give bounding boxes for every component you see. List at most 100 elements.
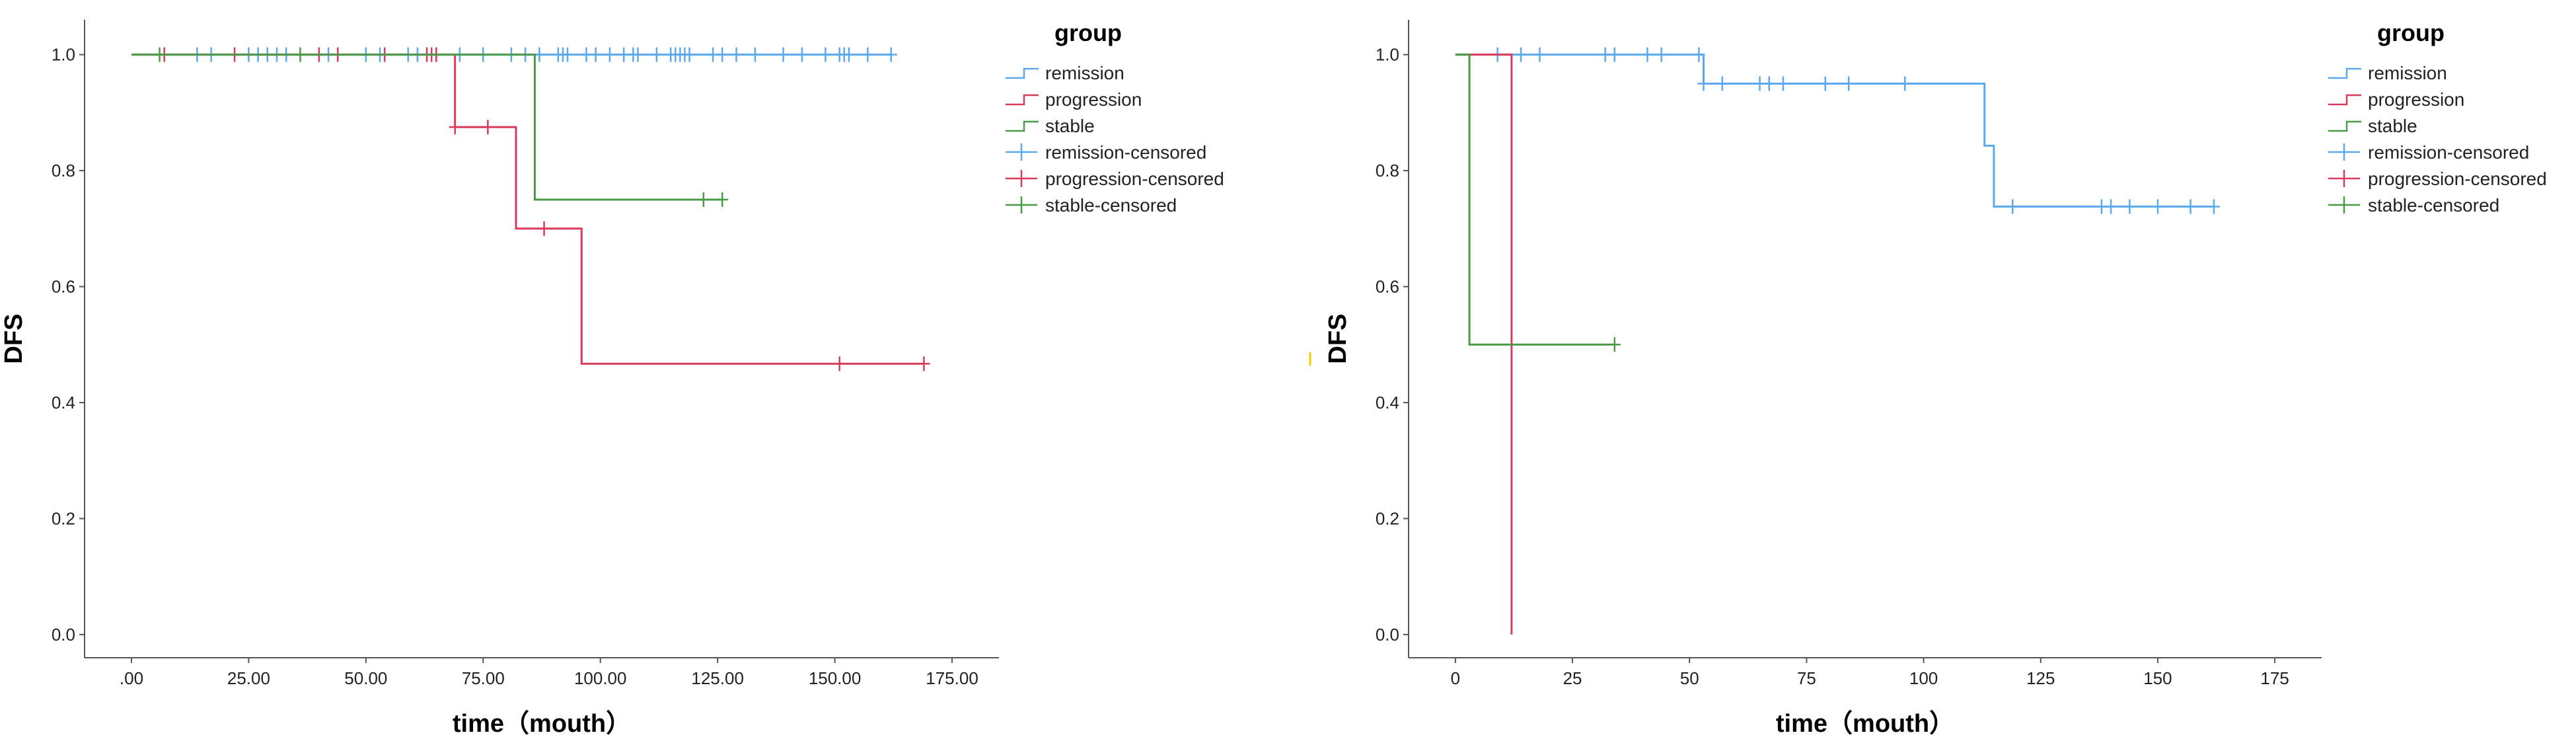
km-curve-stable — [131, 54, 723, 201]
km-curve-remission — [1455, 54, 2214, 208]
x-tick-label: 100.00 — [574, 668, 627, 688]
x-tick-label: 100 — [1909, 668, 1938, 688]
y-tick-label: 0.2 — [1376, 508, 1399, 528]
x-tick-label: 125.00 — [691, 668, 744, 688]
censor-mark-stable — [153, 47, 166, 62]
censor-mark-remission — [1515, 47, 1527, 62]
y-tick-label: 0.2 — [52, 508, 75, 528]
km-curve-progression — [1455, 54, 1513, 635]
censor-mark-remission — [2207, 199, 2220, 214]
censor-mark-remission — [683, 47, 696, 62]
censor-mark-remission — [819, 47, 832, 62]
legend-swatch-stable — [1006, 120, 1039, 132]
censor-mark-remission — [1641, 47, 1654, 62]
censor-mark-remission — [842, 47, 855, 62]
censor-mark-remission — [632, 47, 644, 62]
legend-label: stable — [1045, 116, 1095, 136]
legend-label: stable — [2368, 116, 2417, 136]
censor-mark-progression — [482, 120, 494, 135]
censor-mark-remission — [1655, 47, 1668, 62]
y-tick-label: 0.6 — [52, 277, 75, 297]
legend-swatch-remission — [1006, 67, 1039, 79]
censor-mark-remission — [1843, 76, 1855, 91]
legend-swatch-progression-censored — [1006, 170, 1037, 187]
y-tick-label: 0.0 — [1376, 625, 1399, 645]
x-axis-title: time（mouth） — [1776, 710, 1954, 738]
chart-panel-right: 0.0 0.2 0.4 0.6 0.8 1.0 0 25 50 75 100 125 150 175 tim… — [1324, 19, 2547, 738]
censor-mark-remission — [795, 47, 808, 62]
censor-mark-progression — [449, 120, 461, 135]
x-tick-label: 175.00 — [926, 668, 978, 688]
censor-mark-remission — [1697, 76, 1710, 91]
x-tick-label: 25.00 — [227, 668, 270, 688]
legend-swatch-remission-censored — [2328, 143, 2360, 161]
km-curve-progression — [131, 54, 924, 365]
censor-mark-remission — [1716, 76, 1728, 91]
x-tick-label: 50 — [1680, 668, 1699, 688]
x-tick-label: 0 — [1451, 668, 1460, 688]
legend-label: remission-censored — [1045, 142, 1206, 163]
legend-label: progression-censored — [2368, 169, 2547, 189]
legend-swatch-stable — [2328, 120, 2361, 132]
censor-mark-remission — [1608, 47, 1621, 62]
y-axis-title: DFS — [0, 314, 28, 364]
legend-label: remission-censored — [2368, 142, 2529, 163]
censor-mark-progression — [833, 356, 846, 372]
x-tick-label: 25 — [1563, 668, 1582, 688]
y-tick-label: 1.0 — [1376, 45, 1399, 65]
legend-title: group — [1054, 19, 1122, 46]
censor-mark-remission — [1777, 76, 1789, 91]
censor-mark-remission — [589, 47, 602, 62]
censor-mark-remission — [2123, 199, 2136, 214]
y-tick-label: 1.0 — [52, 45, 75, 65]
x-tick-label: 175 — [2260, 668, 2289, 688]
x-tick-label: 150.00 — [809, 668, 862, 688]
x-axis-title: time（mouth） — [453, 710, 631, 738]
legend-swatch-stable-censored — [2328, 196, 2360, 214]
legend-swatch-remission-censored — [1006, 143, 1037, 161]
chart-panel-left: 0.0 0.2 0.4 0.6 0.8 1.0 .00 25.00 50.00 75.00 100.… — [0, 19, 1224, 738]
legend-swatch-progression-censored — [2328, 170, 2360, 187]
x-tick-label: .00 — [120, 668, 143, 688]
y-axis-title: DFS — [1324, 314, 1352, 364]
legend-label: remission — [1045, 63, 1124, 83]
y-tick-label: 0.4 — [52, 393, 75, 412]
km-curve-stable — [1455, 54, 1615, 346]
y-tick-label: 0.8 — [1376, 161, 1399, 180]
y-tick-label: 0.4 — [1376, 393, 1399, 412]
legend-swatch-stable-censored — [1006, 196, 1037, 214]
legend-label: progression — [1045, 89, 1142, 110]
censor-mark-stable — [697, 192, 710, 207]
censor-mark-remission — [2151, 199, 2164, 214]
censor-mark-remission — [749, 47, 761, 62]
censor-mark-remission — [862, 47, 874, 62]
legend-swatch-remission — [2328, 67, 2361, 79]
censor-mark-remission — [2184, 199, 2197, 214]
y-tick-label: 0.8 — [52, 161, 75, 180]
censor-mark-remission — [1763, 76, 1775, 91]
censor-mark-progression — [918, 356, 930, 372]
x-tick-label: 75.00 — [462, 668, 505, 688]
censor-mark-progression — [538, 221, 550, 236]
censor-mark-remission — [650, 47, 663, 62]
x-tick-label: 125 — [2026, 668, 2055, 688]
legend-label: stable-censored — [1045, 195, 1177, 216]
legend-swatch-progression — [1006, 94, 1039, 106]
legend-swatch-progression — [2328, 94, 2361, 106]
censor-mark-remission — [562, 47, 574, 62]
censor-mark-remission — [2006, 199, 2019, 214]
censor-mark-remission — [730, 47, 743, 62]
y-tick-label: 0.6 — [1376, 277, 1399, 297]
censor-mark-remission — [885, 47, 897, 62]
legend-label: progression-censored — [1045, 169, 1224, 189]
x-tick-label: 75 — [1797, 668, 1816, 688]
censor-mark-remission — [2105, 199, 2117, 214]
x-tick-label: 50.00 — [344, 668, 387, 688]
censor-mark-remission — [1819, 76, 1831, 91]
legend-title: group — [2377, 19, 2445, 46]
legend-label: remission — [2368, 63, 2447, 83]
censor-mark-stable — [1608, 337, 1621, 352]
legend-label: stable-censored — [2368, 195, 2499, 216]
censor-mark-remission — [1693, 47, 1705, 62]
